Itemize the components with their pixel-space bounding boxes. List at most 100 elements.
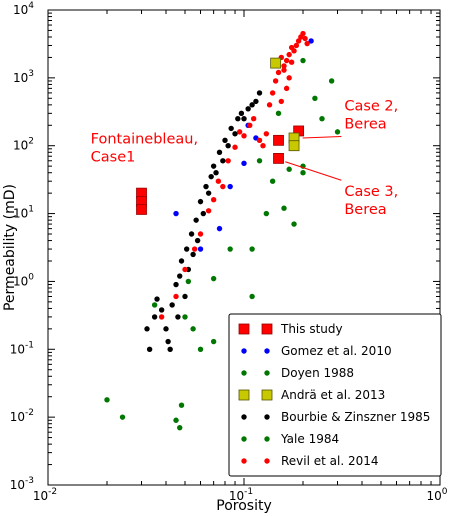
x-tick-label: 10-2 [33,487,57,503]
point-bourbie-zinszner-1985 [213,170,219,176]
point-bourbie-zinszner-1985 [194,237,201,244]
point-gomez-et-al-2010 [197,246,204,252]
point-revil-et-al-2014 [286,51,292,58]
point-doyen-1988 [269,178,276,184]
point-revil-et-al-2014 [286,75,292,81]
legend-label-gomez-et-al-2010: Gomez et al. 2010 [281,344,392,358]
legend-label-revil-et-al-2014: Revil et al. 2014 [281,454,379,468]
legend-marker-yale-1984 [241,436,247,442]
point-bourbie-zinszner-1985 [256,90,263,96]
point-doyen-1988 [286,166,292,172]
point-this-study [273,134,284,146]
point-this-study [136,204,147,215]
point-revil-et-al-2014 [225,158,231,164]
point-revil-et-al-2014 [247,122,253,128]
point-doyen-1988 [319,116,325,122]
point-bourbie-zinszner-1985 [169,302,175,308]
point-yale-1984 [182,314,188,320]
y-tick-label: 100 [13,272,34,288]
point-bourbie-zinszner-1985 [228,125,234,132]
legend-box [228,313,442,477]
point-doyen-1988 [300,170,306,176]
point-bourbie-zinszner-1985 [216,149,223,155]
point-bourbie-zinszner-1985 [173,281,179,288]
point-bourbie-zinszner-1985 [238,110,245,117]
legend-marker-gomez-et-al-2010 [241,348,247,354]
point-bourbie-zinszner-1985 [200,210,207,217]
legend-marker-bourbie-zinszner-1985 [241,414,247,420]
point-bourbie-zinszner-1985 [167,346,173,352]
point-bourbie-zinszner-1985 [208,173,214,180]
legend-label-doyen-1988: Doyen 1988 [281,366,354,380]
point-bourbie-zinszner-1985 [151,314,158,320]
point-revil-et-al-2014 [291,48,297,54]
point-bourbie-zinszner-1985 [193,217,199,223]
point-yale-1984 [197,346,204,352]
point-doyen-1988 [312,95,318,101]
point-gomez-et-al-2010 [216,225,223,232]
point-bourbie-zinszner-1985 [182,293,188,300]
point-bourbie-zinszner-1985 [190,251,196,258]
point-revil-et-al-2014 [220,183,226,190]
point-revil-et-al-2014 [236,129,243,135]
point-bourbie-zinszner-1985 [154,296,160,302]
y-tick-label: 102 [13,137,34,153]
point-yale-1984 [178,402,185,408]
point-bourbie-zinszner-1985 [165,338,171,345]
point-revil-et-al-2014 [250,116,257,122]
legend-marker-revil-et-al-2014 [264,458,270,464]
point-revil-et-al-2014 [272,78,279,84]
point-bourbie-zinszner-1985 [249,102,255,108]
point-revil-et-al-2014 [302,35,308,42]
legend-marker-yale-1984 [264,436,270,442]
point-gomez-et-al-2010 [227,183,233,190]
point-yale-1984 [185,278,192,285]
point-revil-et-al-2014 [304,40,310,47]
point-bourbie-zinszner-1985 [235,116,241,122]
point-bourbie-zinszner-1985 [197,198,204,205]
point-yale-1984 [119,414,126,420]
point-bourbie-zinszner-1985 [188,231,195,237]
point-revil-et-al-2014 [158,314,165,320]
legend-marker-gomez-et-al-2010 [264,348,270,354]
point-revil-et-al-2014 [283,57,290,64]
y-tick-label: 101 [13,205,34,221]
legend-marker-this-study [261,323,273,335]
point-bourbie-zinszner-1985 [175,314,181,320]
y-tick-label: 10-1 [10,340,34,356]
point-gomez-et-al-2010 [308,38,314,44]
x-axis-label: Porosity [216,498,271,514]
point-revil-et-al-2014 [197,231,204,237]
point-bourbie-zinszner-1985 [183,246,190,252]
point-revil-et-al-2014 [191,246,198,252]
point-bourbie-zinszner-1985 [205,190,212,196]
point-bourbie-zinszner-1985 [177,273,183,279]
point-yale-1984 [190,326,196,332]
legend-marker-doyen-1988 [264,370,270,376]
point-revil-et-al-2014 [283,85,290,92]
annotation-2: Case 2, Berea [344,99,398,133]
point-revil-et-al-2014 [269,90,276,96]
point-doyen-1988 [291,221,297,227]
point-bourbie-zinszner-1985 [144,326,150,332]
point-yale-1984 [104,397,110,403]
legend-marker-this-study [238,323,250,335]
point-andr-et-al-2013 [270,57,282,69]
y-tick-label: 103 [13,69,34,85]
point-doyen-1988 [210,338,217,345]
point-yale-1984 [151,302,158,308]
point-doyen-1988 [256,158,263,164]
annotation-arrow [285,161,342,181]
point-yale-1984 [177,424,183,431]
point-revil-et-al-2014 [182,266,188,273]
point-bourbie-zinszner-1985 [210,163,217,169]
point-doyen-1988 [263,210,270,217]
point-bourbie-zinszner-1985 [245,106,251,112]
point-doyen-1988 [334,129,341,135]
legend-marker-doyen-1988 [241,370,247,376]
point-doyen-1988 [300,57,306,64]
y-tick-label: 10-3 [10,476,34,492]
annotation-1: Fontainebleau, Case1 [91,131,198,165]
